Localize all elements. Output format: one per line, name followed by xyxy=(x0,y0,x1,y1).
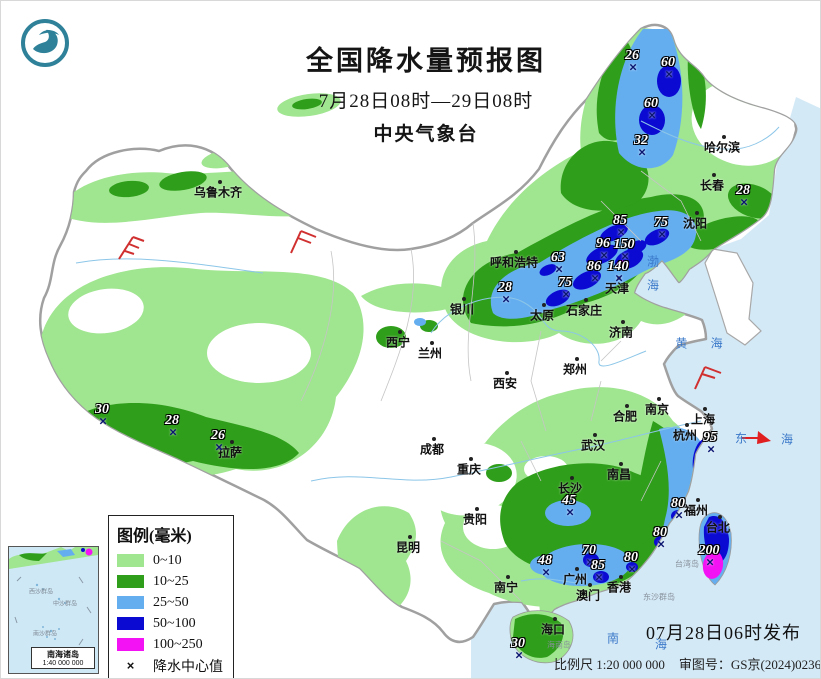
wind-barb-icon xyxy=(118,230,722,390)
inset-label-nansha: 南沙群岛 xyxy=(32,631,58,638)
legend-range-label: 100~250 xyxy=(153,636,203,652)
agency-name: 中央气象台 xyxy=(373,124,479,145)
precip-100-250-layer xyxy=(617,260,625,268)
inset-title-box: 南海诸岛 1:40 000 000 xyxy=(31,647,95,669)
legend-swatch xyxy=(117,554,144,567)
legend-swatch xyxy=(117,575,144,588)
rivers xyxy=(75,120,780,584)
cma-logo xyxy=(21,19,69,67)
precip-patch-northwest-streak xyxy=(277,93,341,117)
legend-range-label: 25~50 xyxy=(153,594,189,610)
legend-item: 0~10 xyxy=(117,550,225,571)
legend-item: 10~25 xyxy=(117,571,225,592)
legend-range-label: 0~10 xyxy=(153,552,182,568)
legend-swatch xyxy=(117,596,144,609)
sea-area xyxy=(471,97,820,678)
taiwan-island xyxy=(698,512,732,586)
legend-marker-label: 降水中心值 xyxy=(153,659,223,675)
forecast-period: 7月28日08时—29日08时 xyxy=(318,91,534,112)
approval-number: 审图号：GS京(2024)0236号 xyxy=(678,657,821,672)
scale-label: 比例尺 1:20 000 000 xyxy=(554,657,665,672)
legend-item: 25~50 xyxy=(117,592,225,613)
typhoon-arrow-icon xyxy=(741,431,771,444)
legend: 图例(毫米) 0~10 10~25 25~50 50~100 100~250 × 降水中… xyxy=(108,515,234,678)
inset-scale: 1:40 000 000 xyxy=(42,660,84,667)
page-title: 全国降水量预报图 xyxy=(306,46,546,76)
legend-swatch xyxy=(117,638,144,651)
inset-label-zhongsha: 中沙群岛 xyxy=(52,601,78,608)
precip-dry-holes xyxy=(68,80,795,549)
legend-marker-row: × 降水中心值 xyxy=(117,655,225,676)
map-scale-line: 比例尺 1:20 000 000 审图号：GS京(2024)0236号 xyxy=(554,654,821,673)
legend-swatch xyxy=(117,617,144,630)
south-china-sea-inset: 西沙群岛 中沙群岛 南沙群岛 南海诸岛 1:40 000 000 xyxy=(8,546,99,674)
legend-item: 100~250 xyxy=(117,634,225,655)
legend-item: 50~100 xyxy=(117,613,225,634)
inset-title: 南海诸岛 xyxy=(47,650,79,659)
legend-range-label: 50~100 xyxy=(153,615,196,631)
map-header: 全国降水量预报图 7月28日08时—29日08时 中央气象台 xyxy=(231,39,621,146)
province-borders xyxy=(300,170,702,602)
inset-label-xisha: 西沙群岛 xyxy=(28,589,54,596)
hainan-island xyxy=(509,610,574,664)
korea-landmass xyxy=(704,248,762,346)
inset-map xyxy=(9,547,98,660)
legend-range-label: 10~25 xyxy=(153,573,189,589)
issue-time: 07月28日06时发布 xyxy=(646,623,801,643)
precip-center-marker-icon: × xyxy=(126,658,135,673)
legend-title: 图例(毫米) xyxy=(117,528,192,545)
